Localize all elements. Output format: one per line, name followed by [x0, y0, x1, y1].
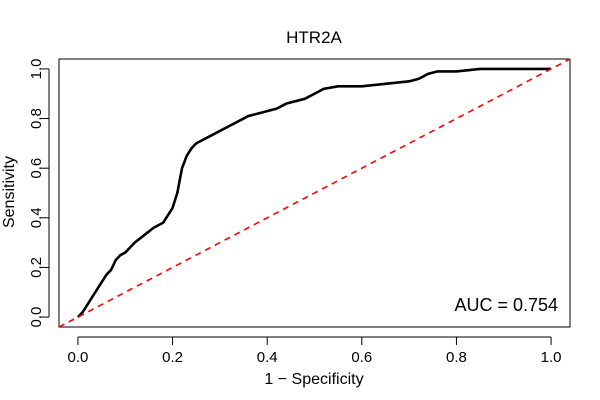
y-tick-label: 0.4 — [28, 207, 45, 228]
auc-annotation: AUC = 0.754 — [454, 295, 558, 315]
x-tick-label: 0.6 — [351, 349, 372, 366]
y-axis-label: Sensitivity — [1, 156, 18, 228]
reference-diagonal-line — [59, 59, 570, 327]
y-tick-label: 0.8 — [28, 108, 45, 129]
plot-frame — [58, 58, 571, 328]
y-tick-label: 0.2 — [28, 257, 45, 278]
y-tick-label: 0.0 — [28, 307, 45, 328]
roc-curve-line — [76, 67, 552, 318]
chart-title: HTR2A — [286, 28, 342, 47]
x-tick-label: 1.0 — [541, 349, 562, 366]
y-tick-label: 1.0 — [28, 58, 45, 79]
x-tick-label: 0.0 — [67, 349, 88, 366]
x-tick-label: 0.8 — [446, 349, 467, 366]
x-tick-label: 0.2 — [162, 349, 183, 366]
x-axis-label: 1 − Specificity — [264, 371, 363, 388]
plot-area: 0.0 0.2 0.4 0.6 0.8 1.0 0.0 0.2 0.4 0.6 0.8 1.0 — [28, 58, 571, 366]
y-tick-label: 0.6 — [28, 158, 45, 179]
x-tick-label: 0.4 — [257, 349, 278, 366]
